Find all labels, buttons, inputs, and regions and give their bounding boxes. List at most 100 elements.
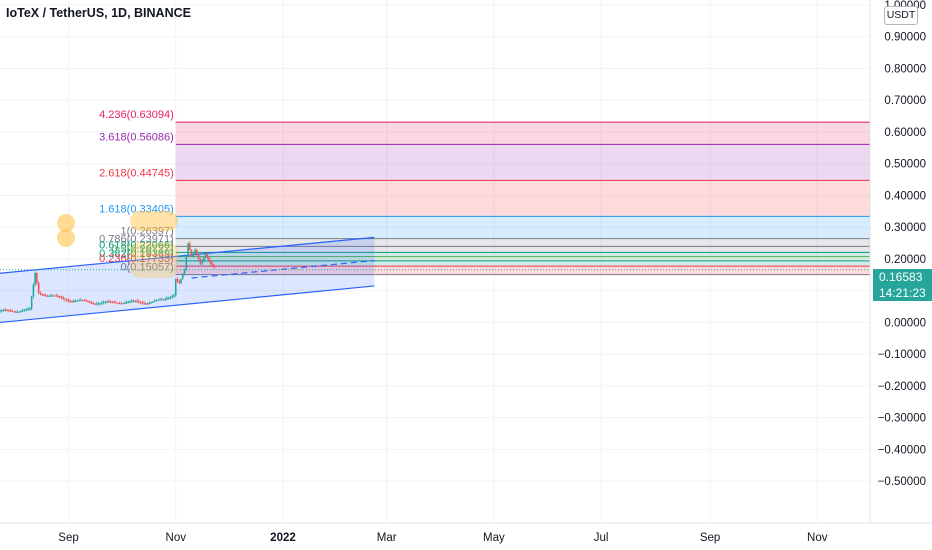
plot-area[interactable] xyxy=(0,0,870,523)
candle-body xyxy=(41,293,43,295)
candle-body xyxy=(122,303,124,305)
candle-body xyxy=(155,300,158,302)
bar-countdown: 14:21:23 xyxy=(879,286,926,300)
fib-level-label: 2.618(0.44745) xyxy=(99,167,174,179)
candle-body xyxy=(95,303,98,305)
candle-body xyxy=(208,257,210,261)
candle-body xyxy=(13,311,15,313)
candle-body xyxy=(102,301,105,303)
candle-body xyxy=(106,301,109,303)
y-tick-label: 0.70000 xyxy=(884,95,926,107)
fib-level-label: 3.618(0.56086) xyxy=(99,131,174,143)
candle-body xyxy=(181,274,184,279)
fib-zone xyxy=(175,180,870,217)
channel-lower-line xyxy=(0,285,375,324)
candle-body xyxy=(152,301,154,303)
candle-body xyxy=(87,301,89,303)
candle-body xyxy=(148,303,151,305)
candle-body xyxy=(213,265,216,268)
candle-body xyxy=(176,279,179,282)
candle-body xyxy=(34,272,36,285)
candle-body xyxy=(108,301,110,303)
candle-body xyxy=(71,300,73,302)
x-tick-label: Jul xyxy=(594,532,609,544)
candle-body xyxy=(125,302,128,304)
candle-body xyxy=(15,311,17,313)
candle-body xyxy=(189,243,191,251)
y-tick-label: 0.40000 xyxy=(884,190,926,202)
candle-body xyxy=(60,296,63,298)
fib-zone xyxy=(175,260,870,267)
candle-body xyxy=(83,300,86,302)
candle-body xyxy=(2,309,5,311)
fib-level-label: 1(0.26397) xyxy=(121,226,174,238)
candle-body xyxy=(53,295,56,297)
candle-body xyxy=(18,311,21,313)
candle-body xyxy=(164,298,167,300)
candle-body xyxy=(50,295,52,297)
fib-zone xyxy=(175,252,870,257)
candle-body xyxy=(88,301,91,303)
candle-body xyxy=(64,298,66,300)
candle-body xyxy=(25,309,28,311)
candle-body xyxy=(7,310,10,312)
candle-body xyxy=(111,301,114,303)
fib-level-label: 0.618(0.22066) xyxy=(99,239,174,251)
candle-body xyxy=(0,310,1,312)
candle-body xyxy=(94,303,96,305)
fib-zone xyxy=(175,238,870,247)
candle-body xyxy=(104,301,107,303)
y-tick-label: 0.30000 xyxy=(884,222,926,234)
candle-body xyxy=(153,301,156,303)
candle-body xyxy=(57,295,59,297)
candle-body xyxy=(58,296,61,298)
candle-body xyxy=(160,299,163,301)
fibonacci-extension[interactable]: 4.236(0.63094) 3.618(0.56086) 2.618(0.4474… xyxy=(99,109,870,276)
y-tick-label: −0.40000 xyxy=(878,444,926,456)
candle-body xyxy=(101,302,103,304)
candle-body xyxy=(206,254,209,258)
candle-body xyxy=(32,284,35,297)
x-axis[interactable]: Sep Nov 2022 Mar May Jul Sep Nov xyxy=(58,532,827,544)
candle-body xyxy=(136,300,138,302)
candle-body xyxy=(67,300,70,302)
y-tick-label: 0.20000 xyxy=(884,254,926,266)
last-price-tag: 0.16583 14:21:23 xyxy=(873,269,932,301)
regression-channel[interactable] xyxy=(0,236,375,324)
candle-body xyxy=(143,302,145,304)
candle-body xyxy=(22,310,24,312)
fib-zone xyxy=(175,256,870,261)
x-tick-label: Mar xyxy=(377,532,397,544)
fib-level-label: 4.236(0.63094) xyxy=(99,109,174,121)
x-tick-label: Nov xyxy=(807,532,828,544)
candle-body xyxy=(123,302,126,304)
fib-level-label: 1.618(0.33405) xyxy=(99,203,174,215)
candle-body xyxy=(197,254,200,260)
highlight-dot xyxy=(57,214,75,232)
candle-body xyxy=(48,295,51,297)
currency-button[interactable]: USDT xyxy=(884,6,918,25)
candle-body xyxy=(166,298,168,300)
symbol-title[interactable]: IoTeX / TetherUS, 1D, BINANCE xyxy=(6,6,191,20)
x-tick-label: Sep xyxy=(700,532,720,544)
candle-body xyxy=(9,310,12,312)
x-tick-label: Sep xyxy=(58,532,78,544)
candle-body xyxy=(23,309,26,311)
candle-body xyxy=(169,296,172,298)
candle-body xyxy=(51,295,54,297)
y-tick-label: 0.60000 xyxy=(884,127,926,139)
candle-body xyxy=(73,300,75,302)
fib-level-label: 0(0.15057) xyxy=(121,262,174,274)
candle-body xyxy=(132,300,135,302)
candle-body xyxy=(178,281,181,283)
candle-body xyxy=(150,302,152,304)
fib-zone xyxy=(175,246,870,253)
y-tick-label: −0.50000 xyxy=(878,476,926,488)
candle-body xyxy=(138,301,140,303)
candle-body xyxy=(174,279,177,296)
fib-zone xyxy=(175,266,870,275)
price-candles xyxy=(0,241,216,314)
candle-body xyxy=(141,302,144,304)
y-axis[interactable]: 1.000000.900000.800000.700000.600000.500… xyxy=(878,0,926,488)
